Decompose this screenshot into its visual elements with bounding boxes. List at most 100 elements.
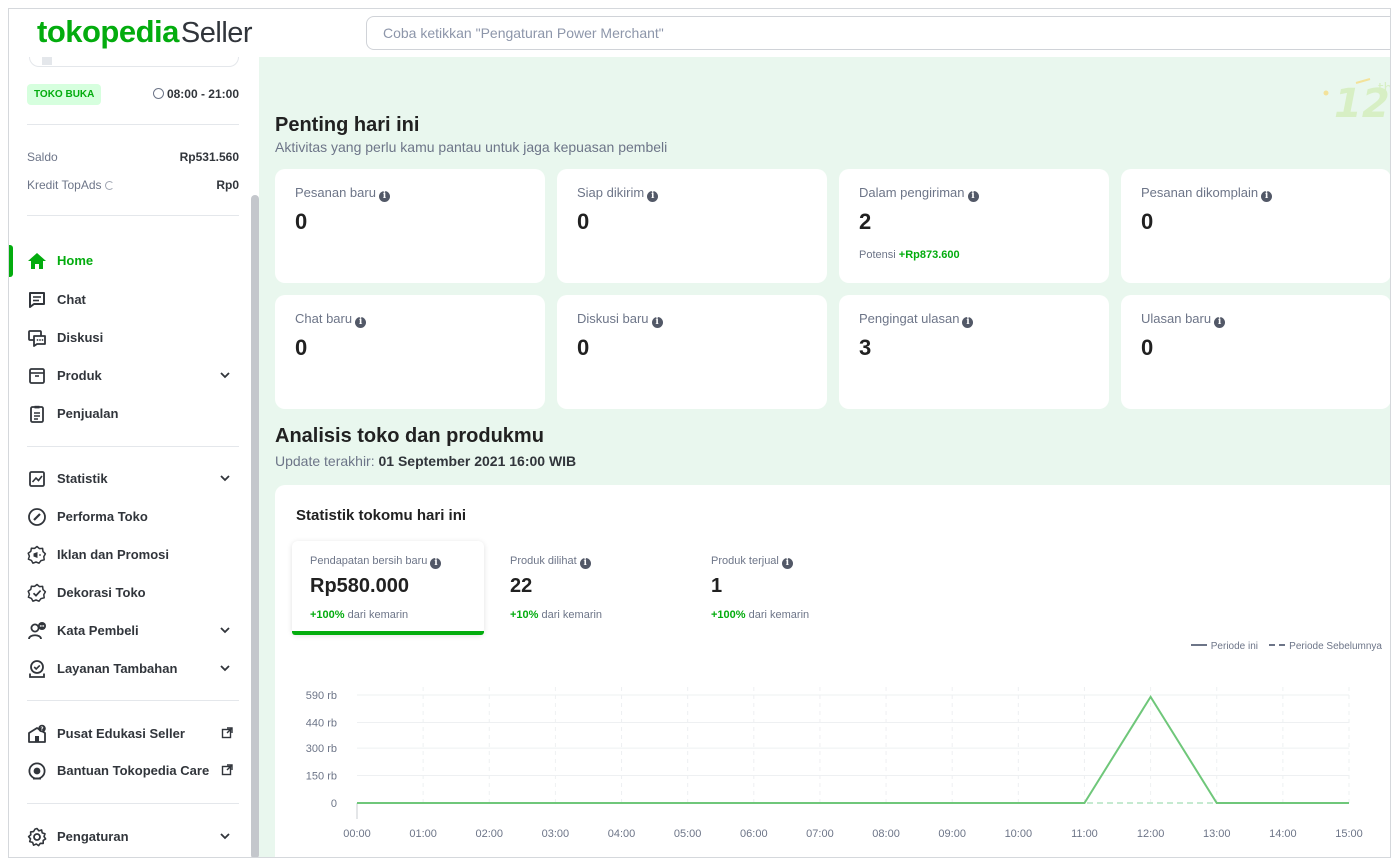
main-content: 12 th Penting hari ini Aktivitas yang pe…: [259, 57, 1391, 858]
card-diskusi-baru[interactable]: Diskusi baru i 0: [557, 295, 827, 409]
info-icon[interactable]: i: [781, 558, 793, 569]
sidebar-item-statistik[interactable]: Statistik: [9, 461, 257, 495]
sidebar-item-bantuan-tokopedia-care[interactable]: Bantuan Tokopedia Care: [9, 753, 257, 787]
info-icon[interactable]: i: [579, 558, 591, 569]
x-tick-label: 00:00: [343, 828, 371, 840]
card-siap-dikirim[interactable]: Siap dikirim i 0: [557, 169, 827, 283]
chevron-down-icon[interactable]: [219, 472, 231, 484]
x-tick-label: 11:00: [1071, 828, 1098, 840]
saldo-row[interactable]: Saldo Rp531.560: [27, 150, 239, 164]
external-link-icon[interactable]: [221, 764, 233, 776]
sidebar-item-produk[interactable]: Produk: [9, 358, 257, 392]
info-icon[interactable]: i: [355, 317, 367, 328]
chevron-down-icon[interactable]: [219, 624, 231, 636]
card-value: 0: [295, 209, 308, 234]
sidebar-item-penjualan[interactable]: Penjualan: [9, 396, 257, 430]
info-icon[interactable]: i: [967, 191, 979, 202]
metric-produk-dilihat[interactable]: Produk dilihat i 22 +10% dari kemarin: [510, 555, 603, 621]
chevron-down-icon[interactable]: [219, 830, 231, 842]
sidebar-item-pengaturan[interactable]: Pengaturan: [9, 819, 257, 853]
sidebar-item-chat[interactable]: Chat: [9, 282, 257, 316]
card-value: 0: [577, 335, 590, 360]
tokopedia-seller-logo[interactable]: tokopediaSeller: [37, 14, 253, 49]
y-tick-label: 150 rb: [306, 771, 337, 783]
x-tick-label: 05:00: [674, 828, 702, 840]
store-stats-card: Statistik tokomu hari ini Pendapatan ber…: [275, 485, 1391, 858]
discussion-icon: [28, 330, 46, 347]
card-pesanan-baru[interactable]: Pesanan baru i 0: [275, 169, 545, 283]
x-tick-label: 12:00: [1137, 828, 1165, 840]
info-icon[interactable]: i: [962, 317, 974, 328]
x-tick-label: 09:00: [938, 828, 966, 840]
card-dalam-pengiriman[interactable]: Dalam pengiriman i 2 Potensi +Rp873.600: [839, 169, 1109, 283]
sidebar-item-kata-pembeli[interactable]: Kata Pembeli: [9, 613, 257, 647]
sidebar-scrollbar[interactable]: [251, 195, 259, 857]
sidebar-item-pusat-edukasi[interactable]: ? Pusat Edukasi Seller: [9, 716, 257, 750]
info-icon[interactable]: i: [1214, 317, 1226, 328]
info-icon[interactable]: i: [430, 558, 442, 569]
chevron-down-icon[interactable]: [219, 369, 231, 381]
topads-credit-row[interactable]: Kredit TopAds Rp0: [27, 178, 239, 192]
sidebar-item-layanan-tambahan[interactable]: Layanan Tambahan: [9, 651, 257, 685]
gear-icon: [27, 827, 47, 847]
card-chat-baru[interactable]: Chat baru i 0: [275, 295, 545, 409]
analysis-title: Analisis toko dan produkmu: [275, 425, 544, 447]
revenue-line-chart[interactable]: 0 150 rb 300 rb 440 rb 590 rb 00:00 01:00 02:00…: [275, 665, 1391, 858]
potential-revenue-note: Potensi +Rp873.600: [859, 249, 960, 261]
x-tick-label: 07:00: [806, 828, 834, 840]
y-tick-label: 440 rb: [306, 717, 337, 729]
x-tick-label: 06:00: [740, 828, 768, 840]
card-value: 0: [577, 209, 590, 234]
card-pengingat-ulasan[interactable]: Pengingat ulasan i 3: [839, 295, 1109, 409]
x-tick-label: 08:00: [872, 828, 900, 840]
info-icon[interactable]: i: [651, 317, 663, 328]
search-input[interactable]: Coba ketikkan "Pengaturan Power Merchant…: [366, 16, 1390, 50]
chat-icon: [29, 292, 45, 308]
y-tick-label: 300 rb: [306, 743, 337, 755]
clock-icon: [152, 88, 164, 99]
x-tick-label: 01:00: [409, 828, 437, 840]
svg-text:12: 12: [1334, 81, 1390, 127]
card-value: 0: [1141, 209, 1154, 234]
info-icon[interactable]: i: [378, 191, 390, 202]
sidebar-divider: [27, 215, 239, 216]
sidebar-divider: [27, 124, 239, 125]
x-tick-label: 10:00: [1005, 828, 1033, 840]
x-tick-label: 02:00: [476, 828, 504, 840]
decoration-icon: [27, 583, 47, 602]
x-tick-label: 03:00: [542, 828, 570, 840]
card-ulasan-baru[interactable]: Ulasan baru i 0: [1121, 295, 1390, 409]
chart-icon: [29, 471, 45, 487]
chevron-down-icon[interactable]: [219, 662, 231, 674]
y-tick-label: 590 rb: [306, 690, 337, 702]
info-icon[interactable]: i: [1261, 191, 1273, 202]
sidebar-item-home[interactable]: Home: [9, 243, 257, 277]
x-tick-label: 14:00: [1269, 828, 1297, 840]
metric-pendapatan-bersih[interactable]: Pendapatan bersih baru i Rp580.000 +100% …: [292, 541, 484, 635]
chart-legend: Periode ini Periode Sebelumnya: [1190, 641, 1382, 652]
last-update-text: Update terakhir: 01 September 2021 16:00…: [275, 453, 577, 469]
external-link-icon[interactable]: [221, 727, 233, 739]
sidebar-item-diskusi[interactable]: Diskusi: [9, 320, 257, 354]
card-value: 0: [295, 335, 308, 360]
refresh-icon[interactable]: [104, 181, 114, 190]
card-value: 0: [1141, 335, 1154, 360]
sidebar-item-dekorasi-toko[interactable]: Dekorasi Toko: [9, 575, 257, 609]
app-window: tokopediaSeller Coba ketikkan "Pengatura…: [8, 8, 1391, 858]
legend-dashed-line: [1269, 644, 1286, 646]
buyer-chat-icon: [28, 622, 46, 640]
sidebar: TOKO BUKA 08:00 - 21:00 Saldo Rp531.560 K…: [9, 57, 257, 857]
important-today-title: Penting hari ini: [275, 114, 420, 136]
x-tick-label: 13:00: [1203, 828, 1231, 840]
sidebar-divider: [27, 803, 239, 804]
education-icon: ?: [28, 724, 46, 743]
sidebar-item-performa-toko[interactable]: Performa Toko: [9, 499, 257, 533]
card-pesanan-dikomplain[interactable]: Pesanan dikomplain i 0: [1121, 169, 1390, 283]
sidebar-item-iklan-promosi[interactable]: Iklan dan Promosi: [9, 537, 257, 571]
shop-selector[interactable]: [29, 57, 239, 67]
metric-produk-terjual[interactable]: Produk terjual i 1 +100% dari kemarin: [711, 555, 810, 621]
x-tick-label: 04:00: [608, 828, 636, 840]
info-icon[interactable]: i: [647, 191, 659, 202]
shop-hours[interactable]: 08:00 - 21:00: [152, 87, 239, 101]
y-tick-label: 0: [331, 798, 337, 810]
